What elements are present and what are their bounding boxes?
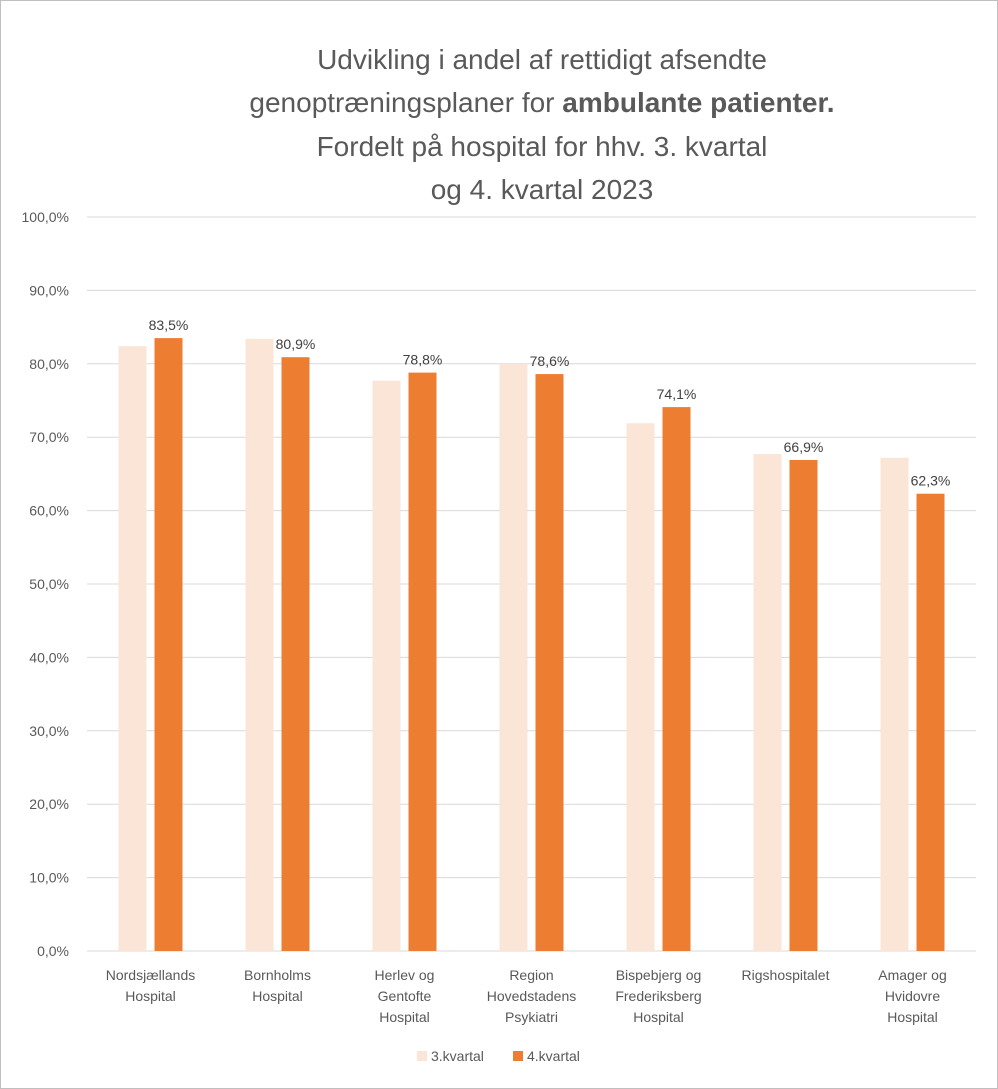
gridlines — [87, 216, 976, 952]
data-label: 80,9% — [276, 336, 316, 352]
x-category-line: Hospital — [252, 988, 303, 1004]
data-label: 78,8% — [403, 352, 443, 368]
x-category-line: Amager og — [878, 967, 946, 983]
chart-title-segment: Udvikling i andel af rettidigt afsendte — [317, 44, 767, 75]
x-category-line: Herlev og — [375, 967, 435, 983]
bar-3kvartal — [372, 380, 401, 951]
data-label: 74,1% — [657, 386, 697, 402]
x-category-line: Bornholms — [244, 967, 311, 983]
y-tick-label: 10,0% — [29, 870, 69, 886]
bar-4kvartal — [916, 493, 945, 951]
y-tick-label: 80,0% — [29, 356, 69, 372]
x-category-line: Hvidovre — [885, 988, 940, 1004]
bars — [118, 338, 945, 952]
chart-title-segment: ambulante patienter. — [562, 87, 834, 118]
y-tick-label: 30,0% — [29, 723, 69, 739]
x-category-label: Bornholms Hospital — [244, 967, 311, 1004]
x-category-label: Herlev og Gentofte Hospital — [375, 967, 435, 1025]
chart-title-line: genoptræningsplaner for ambulante patien… — [249, 87, 834, 118]
data-label: 62,3% — [911, 473, 951, 489]
x-category-label: Region Hovedstadens Psykiatri — [487, 967, 577, 1025]
x-category-line: Gentofte — [378, 988, 432, 1004]
chart-title-segment: genoptræningsplaner for — [249, 87, 562, 118]
x-category-label: Amager og Hvidovre Hospital — [878, 967, 946, 1025]
y-tick-label: 40,0% — [29, 649, 69, 665]
x-category-line: Hovedstadens — [487, 988, 577, 1004]
chart-title-segment: Fordelt på hospital for hhv. 3. kvartal — [317, 131, 768, 162]
y-tick-label: 70,0% — [29, 429, 69, 445]
data-label: 83,5% — [149, 317, 189, 333]
bar-4kvartal — [789, 459, 818, 951]
x-category-label: Rigshospitalet — [742, 967, 830, 983]
y-tick-label: 20,0% — [29, 796, 69, 812]
x-category-label: Nordsjællands Hospital — [106, 967, 195, 1004]
bar-4kvartal — [535, 374, 564, 951]
x-category-line: Bispebjerg og — [616, 967, 702, 983]
x-category-line: Hospital — [125, 988, 176, 1004]
x-category-line: Hospital — [379, 1009, 430, 1025]
legend-label: 3.kvartal — [431, 1048, 484, 1064]
x-category-line: Hospital — [887, 1009, 938, 1025]
bar-4kvartal — [662, 407, 691, 952]
bar-3kvartal — [245, 338, 274, 951]
x-category-label: Bispebjerg og Frederiksberg Hospital — [615, 967, 701, 1025]
legend-label: 4.kvartal — [527, 1048, 580, 1064]
bar-3kvartal — [880, 457, 909, 951]
y-tick-label: 90,0% — [29, 282, 69, 298]
bar-3kvartal — [499, 363, 528, 951]
y-tick-label: 60,0% — [29, 503, 69, 519]
bar-4kvartal — [154, 338, 183, 951]
x-category-line: Psykiatri — [505, 1009, 558, 1025]
y-tick-label: 100,0% — [22, 209, 69, 225]
x-category-line: Frederiksberg — [615, 988, 701, 1004]
bar-3kvartal — [118, 346, 147, 952]
x-category-line: Rigshospitalet — [742, 967, 830, 983]
chart-title-segment: og 4. kvartal 2023 — [431, 174, 654, 205]
bar-3kvartal — [626, 423, 655, 951]
data-labels: 83,5% 80,9% 78,8% 78,6% 74,1% 66,9% 62,3% — [149, 317, 951, 489]
x-category-line: Region — [509, 967, 553, 983]
legend-swatch — [417, 1051, 427, 1061]
chart-title-line: Fordelt på hospital for hhv. 3. kvartal — [317, 131, 768, 162]
bar-4kvartal — [408, 372, 437, 951]
y-tick-label: 0,0% — [37, 943, 69, 959]
data-label: 78,6% — [530, 353, 570, 369]
chart-title-line: og 4. kvartal 2023 — [431, 174, 654, 205]
legend: 3.kvartal 4.kvartal — [417, 1048, 580, 1064]
chart-title-line: Udvikling i andel af rettidigt afsendte — [317, 44, 767, 75]
bar-4kvartal — [281, 357, 310, 952]
x-category-line: Hospital — [633, 1009, 684, 1025]
x-category-line: Nordsjællands — [106, 967, 195, 983]
chart-title: Udvikling i andel af rettidigt afsendte g… — [249, 44, 834, 205]
y-axis-ticks: 0,0% 10,0% 20,0% 30,0% 40,0% 50,0% 60,0% 70,0% 8… — [22, 209, 69, 959]
data-label: 66,9% — [784, 439, 824, 455]
legend-swatch — [513, 1051, 523, 1061]
bar-3kvartal — [753, 454, 782, 951]
y-tick-label: 50,0% — [29, 576, 69, 592]
